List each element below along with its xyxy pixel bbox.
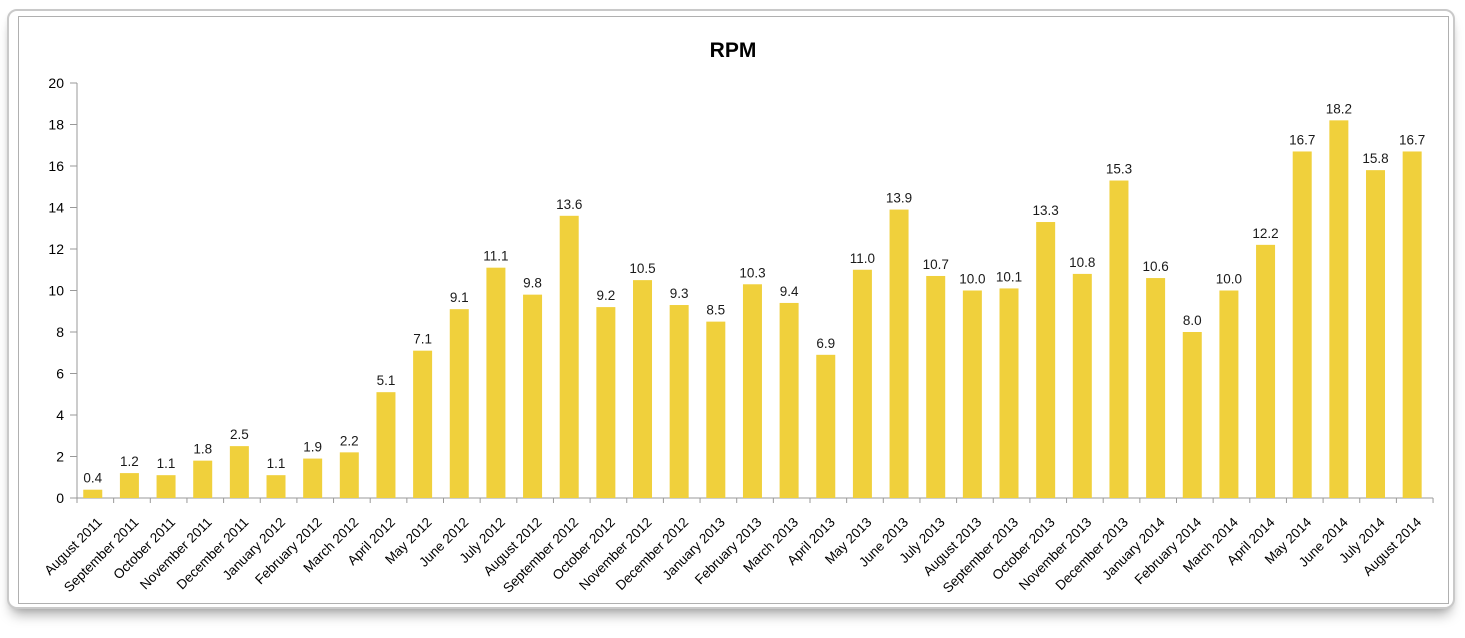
value-label: 7.1 xyxy=(413,332,432,347)
value-label: 8.0 xyxy=(1183,313,1202,328)
value-label: 13.3 xyxy=(1033,203,1059,218)
value-label: 10.1 xyxy=(996,269,1022,284)
bar xyxy=(119,473,139,498)
bar xyxy=(83,489,103,498)
y-tick-label: 8 xyxy=(56,324,64,340)
y-tick-label: 0 xyxy=(56,490,64,506)
value-label: 10.0 xyxy=(959,272,985,287)
bar xyxy=(669,305,689,498)
bar xyxy=(376,392,396,498)
value-label: 15.3 xyxy=(1106,162,1132,177)
bar xyxy=(523,294,543,498)
value-label: 1.1 xyxy=(157,456,176,471)
y-tick-label: 2 xyxy=(56,449,64,465)
value-label: 1.2 xyxy=(120,454,139,469)
bar xyxy=(303,458,323,498)
chart-title: RPM xyxy=(710,39,757,62)
bars xyxy=(83,120,1422,499)
bar xyxy=(1292,151,1312,498)
value-label: 10.3 xyxy=(739,265,765,280)
bar xyxy=(1182,332,1202,498)
value-label: 9.1 xyxy=(450,290,469,305)
bar xyxy=(596,307,616,498)
value-label: 8.5 xyxy=(706,303,725,318)
value-label: 10.0 xyxy=(1216,272,1242,287)
value-label: 11.0 xyxy=(850,251,875,266)
value-label: 10.7 xyxy=(923,257,949,272)
y-tick-label: 20 xyxy=(48,75,64,91)
value-label: 12.2 xyxy=(1252,226,1278,241)
bar xyxy=(1219,290,1239,498)
value-label: 13.9 xyxy=(886,191,912,206)
value-label: 9.4 xyxy=(780,284,799,299)
x-axis xyxy=(76,497,1434,503)
value-label: 10.5 xyxy=(629,261,655,276)
bar xyxy=(779,302,799,498)
bar xyxy=(1256,244,1276,498)
y-tick-label: 10 xyxy=(48,283,64,299)
bar xyxy=(816,354,836,498)
y-tick-label: 4 xyxy=(56,407,64,423)
y-tick-label: 18 xyxy=(48,117,64,133)
value-labels: 0.4 1.2 1.1 1.8 2.5 1.1 1.9 2.2 5.1 7.1 9.1 11.1 9.8… xyxy=(83,101,1425,485)
value-label: 10.6 xyxy=(1142,259,1168,274)
y-axis: 0 2 4 6 8 10 12 14 16 18 20 xyxy=(48,75,78,506)
y-tick-label: 6 xyxy=(56,366,64,382)
value-label: 9.2 xyxy=(596,288,615,303)
value-label: 1.9 xyxy=(303,440,322,455)
bar xyxy=(706,321,726,498)
value-label: 18.2 xyxy=(1326,101,1352,116)
bar xyxy=(633,280,653,498)
value-label: 1.1 xyxy=(267,456,286,471)
bar xyxy=(1402,151,1422,498)
screenshot-frame: RPM 0 2 4 6 8 10 12 14 16 18 20 0.4 1.2 1.1 1.8 2.5 1.1… xyxy=(7,9,1455,609)
bar xyxy=(926,275,946,498)
y-tick-label: 16 xyxy=(48,158,64,174)
y-tick-label: 14 xyxy=(48,200,64,216)
bar xyxy=(1329,120,1349,498)
value-label: 9.3 xyxy=(670,286,689,301)
value-label: 13.6 xyxy=(556,197,582,212)
value-label: 5.1 xyxy=(377,373,396,388)
bar xyxy=(1366,170,1386,498)
bar xyxy=(156,475,176,498)
bar xyxy=(852,269,872,498)
value-label: 1.8 xyxy=(193,442,212,457)
value-label: 15.8 xyxy=(1362,151,1388,166)
bar xyxy=(742,284,762,498)
bar xyxy=(449,309,469,498)
bar-chart: RPM 0 2 4 6 8 10 12 14 16 18 20 0.4 1.2 1.1 1.8 2.5 1.1… xyxy=(41,39,1434,596)
bar xyxy=(266,475,286,498)
bar xyxy=(962,290,982,498)
bar xyxy=(229,446,249,498)
value-label: 9.8 xyxy=(523,276,542,291)
value-label: 6.9 xyxy=(816,336,835,351)
value-label: 10.8 xyxy=(1069,255,1095,270)
value-label: 2.5 xyxy=(230,427,249,442)
bar xyxy=(193,460,213,498)
value-label: 2.2 xyxy=(340,433,359,448)
bar xyxy=(413,350,433,498)
value-label: 0.4 xyxy=(83,471,102,486)
value-label: 11.1 xyxy=(483,249,508,264)
bar xyxy=(1036,222,1056,498)
bar xyxy=(559,215,579,499)
bar xyxy=(1072,273,1092,498)
bar xyxy=(1109,180,1129,498)
bar xyxy=(999,288,1019,498)
bar xyxy=(339,452,359,498)
value-label: 16.7 xyxy=(1289,132,1315,147)
bar xyxy=(889,209,909,498)
y-tick-label: 12 xyxy=(48,241,64,257)
bar xyxy=(1146,278,1166,498)
bar xyxy=(486,267,506,498)
chart-container: RPM 0 2 4 6 8 10 12 14 16 18 20 0.4 1.2 1.1 1.8 2.5 1.1… xyxy=(18,16,1449,604)
value-label: 16.7 xyxy=(1399,132,1425,147)
